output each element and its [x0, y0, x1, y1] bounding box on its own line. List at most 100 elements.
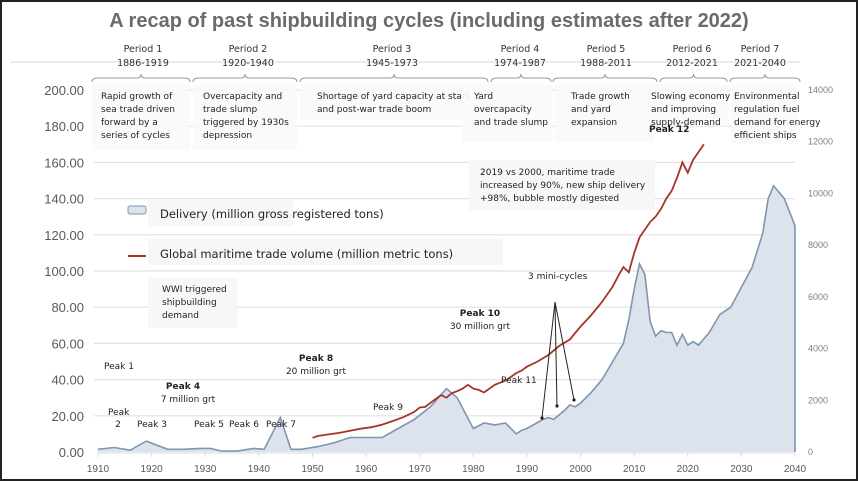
y-left-tick-label: 100.00: [44, 264, 84, 279]
period-note-text: Slowing economy: [651, 92, 731, 102]
legend-label-trade: Global maritime trade volume (million me…: [160, 247, 453, 261]
mini-cycle-arrow: [541, 301, 556, 419]
period-note-text: and trade slump: [474, 118, 548, 128]
trade-note-box: [469, 160, 655, 210]
mini-cycle-arrow: [554, 301, 558, 407]
period-note-text: Shortage of yard capacity at start: [317, 92, 469, 102]
period-name: Period 7: [741, 44, 780, 55]
mini-cycles-label: 3 mini-cycles: [528, 272, 588, 282]
mini-cycle-arrowhead: [540, 416, 544, 420]
period-note-box: [555, 84, 654, 142]
period-note-text: demand for energy: [734, 118, 821, 128]
x-tick-label: 1960: [355, 464, 378, 475]
peak-sublabel: 30 million grt: [450, 322, 511, 332]
y-right-tick-label: 0: [808, 447, 813, 457]
period-brace: [729, 73, 801, 83]
period-years: 1886-1919: [117, 58, 169, 69]
period-note-box: [92, 84, 190, 150]
y-right-tick-label: 14000: [808, 85, 833, 95]
period-brace: [299, 73, 489, 83]
period-note-text: series of cycles: [101, 131, 170, 141]
chart-title: A recap of past shipbuilding cycles (inc…: [109, 10, 748, 32]
period-note-box: [731, 84, 797, 144]
x-tick-label: 1930: [194, 464, 217, 475]
peak-label: Peak 4: [166, 382, 200, 392]
period-headers: Period 1 1886-1919 Period 2 1920-1940 Period…: [91, 44, 801, 83]
y-right-tick-label: 2000: [808, 395, 828, 405]
legend-swatch-delivery: [127, 205, 147, 215]
y-left-tick-label: 20.00: [51, 409, 84, 424]
y-right-tick-label: 10000: [808, 188, 833, 198]
x-tick-label: 1980: [462, 464, 485, 475]
period-brace: [659, 73, 728, 83]
peak-label: Peak 1: [104, 362, 134, 372]
period-note-box: [193, 84, 297, 150]
period-notes: Rapid growth of sea trade driven forward b…: [92, 84, 821, 150]
period-note-text: expansion: [571, 118, 617, 128]
peak-label: Peak 7: [266, 420, 296, 430]
y-left-tick-label: 120.00: [44, 228, 84, 243]
period-name: Period 5: [587, 44, 626, 55]
period-note-text: sea trade driven: [101, 105, 175, 115]
y-right-tick-label: 12000: [808, 137, 833, 147]
period-name: Period 3: [373, 44, 412, 55]
period-note-text: Rapid growth of: [101, 92, 173, 102]
legend-label-delivery: Delivery (million gross registered tons): [160, 207, 384, 221]
period-note-text: supply-demand: [651, 118, 721, 128]
legend: Delivery (million gross registered tons)…: [127, 200, 503, 265]
peak-sublabel: 20 million grt: [286, 367, 347, 377]
period-years: 2021-2040: [734, 58, 786, 69]
period-note-text: Overcapacity and: [203, 92, 282, 102]
period-note-text: depression: [203, 131, 252, 141]
period-note-text: trade slump: [203, 105, 258, 115]
y-left-tick-label: 160.00: [44, 155, 84, 170]
x-tick-label: 1940: [248, 464, 271, 475]
period-name: Period 2: [229, 44, 268, 55]
peak-label: Peak 6: [229, 420, 259, 430]
y-left-tick-label: 60.00: [51, 336, 84, 351]
wwi-note-text: shipbuilding: [162, 298, 217, 308]
y-left-tick-label: 140.00: [44, 192, 84, 207]
y-left-tick-label: 40.00: [51, 373, 84, 388]
trade-note-text: increased by 90%, new ship delivery: [480, 181, 646, 191]
period-note-box: [649, 84, 729, 126]
peak-label: Peak 3: [137, 420, 167, 430]
mini-cycle-arrowhead: [572, 398, 576, 402]
delivery-area-line: [97, 184, 796, 452]
annotations: WWI triggered shipbuilding demand 2019 vs 2…: [104, 125, 689, 430]
period-brace: [192, 73, 298, 83]
period-years: 2012-2021: [666, 58, 718, 69]
y-right-tick-label: 6000: [808, 292, 828, 302]
peak-label: Peak 11: [501, 376, 537, 386]
x-tick-label: 2040: [784, 464, 807, 475]
period-note-text: and yard: [571, 105, 611, 115]
period-brace: [490, 73, 552, 83]
period-name: Period 6: [673, 44, 712, 55]
x-tick-label: 2030: [730, 464, 753, 475]
peak-label: Peak: [108, 408, 130, 418]
x-tick-label: 1910: [87, 464, 110, 475]
x-tick-label: 2000: [569, 464, 592, 475]
y-right-tick-label: 8000: [808, 240, 828, 250]
legend-bg-2: [148, 239, 503, 265]
legend-bg-1: [148, 200, 293, 226]
wwi-note-text: WWI triggered: [162, 285, 227, 295]
period-note-box: [462, 84, 553, 142]
y-left-tick-label: 0.00: [59, 445, 84, 460]
period-name: Period 1: [124, 44, 163, 55]
period-note-text: overcapacity: [474, 105, 533, 115]
peak-label: Peak 9: [373, 403, 403, 413]
period-note-box: [300, 84, 488, 120]
peak-label: Peak 5: [194, 420, 224, 430]
plot-area: [97, 143, 796, 452]
x-tick-label: 1970: [409, 464, 432, 475]
period-note-text: and improving: [651, 105, 716, 115]
period-note-text: efficient ships: [734, 131, 797, 141]
y-left-tick-label: 180.00: [44, 119, 84, 134]
period-note-text: Yard: [473, 92, 493, 102]
x-tick-label: 1920: [140, 464, 163, 475]
period-note-text: regulation fuel: [734, 105, 799, 115]
x-axis: 1910 1920 1930 1940 1950 1960 1970 1980 1990 2000…: [87, 452, 807, 475]
x-tick-label: 1990: [516, 464, 539, 475]
